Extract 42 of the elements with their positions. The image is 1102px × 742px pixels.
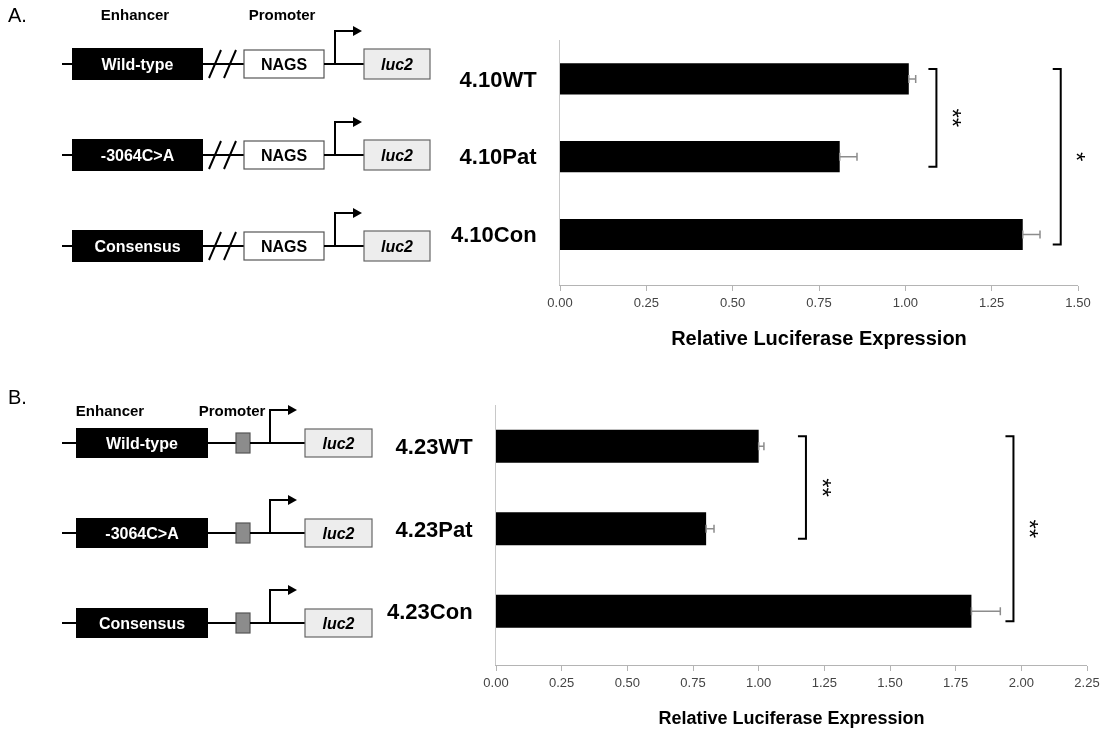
x-tick-label: 2.00 [1008,674,1034,690]
x-tick-label: 0.00 [483,674,509,690]
gene-construct-diagram: -3064C>A luc2 [61,495,373,548]
x-tick-label: 1.25 [979,294,1005,310]
text: B. [8,386,27,408]
x-tick-label: 1.50 [1065,294,1091,310]
x-tick-label: 0.50 [720,294,746,310]
x-tick-label: 1.75 [943,674,969,690]
y-tick-label: 4.10Pat [459,144,538,170]
annotation: ** [808,478,836,497]
annotation: ** [1016,519,1044,539]
gene-construct-diagram: Consensus NAGS luc2 [61,208,431,262]
y-tick-label: 4.23Pat [395,516,474,542]
text: Promoter [198,402,266,419]
text: Promoter [248,6,316,23]
gene-construct-diagram: Wild-type NAGS luc2 [61,26,431,80]
gene-construct-diagram: -3064C>A NAGS luc2 [61,117,431,171]
x-tick-label: 0.25 [633,294,659,310]
x-tick-label: 0.75 [680,674,706,690]
y-tick-label: 4.23WT [395,433,474,459]
x-axis-title: Relative Luciferase Expression [658,707,925,728]
y-tick-label: 4.23Con [387,599,473,625]
text: Wild-type [106,435,178,452]
x-tick-label: 1.25 [811,674,837,690]
x-tick-label: 0.25 [549,674,575,690]
x-tick-label: 1.00 [892,294,918,310]
x-tick-label: 0.50 [614,674,640,690]
y-tick-label: 4.10WT [459,66,538,92]
y-tick-label: 4.10Con [451,222,537,248]
text: Enhancer [75,402,145,419]
text: A. [8,4,27,26]
x-tick-label: 0.75 [806,294,832,310]
text: Enhancer [100,6,170,23]
x-tick-label: 1.00 [746,674,772,690]
text: luc2 [322,435,355,452]
annotation: ** [939,108,967,128]
annotation: * [1063,151,1091,162]
x-tick-label: 0.00 [547,294,573,310]
gene-construct-diagram: Consensus luc2 [61,585,373,638]
x-tick-label: 2.25 [1074,674,1100,690]
x-axis-title: Relative Luciferase Expression [671,327,967,350]
x-tick-label: 1.50 [877,674,903,690]
